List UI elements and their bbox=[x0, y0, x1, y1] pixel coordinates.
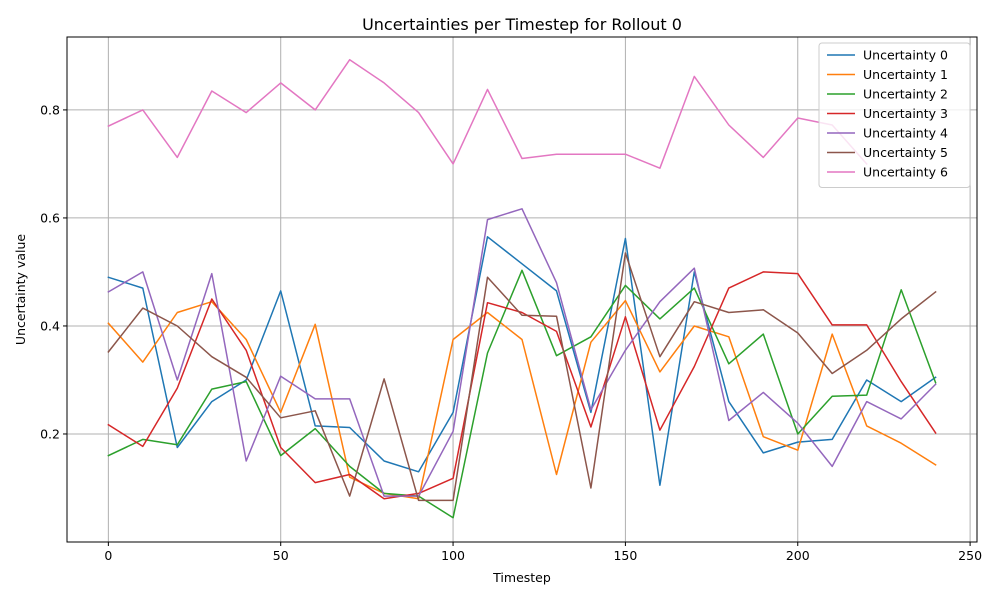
y-tick-label: 0.4 bbox=[40, 318, 60, 333]
x-axis-label: Timestep bbox=[492, 570, 551, 585]
legend-label: Uncertainty 6 bbox=[863, 165, 948, 180]
legend-label: Uncertainty 4 bbox=[863, 126, 948, 141]
legend-label: Uncertainty 0 bbox=[863, 48, 948, 63]
legend-label: Uncertainty 1 bbox=[863, 67, 948, 82]
legend-label: Uncertainty 5 bbox=[863, 145, 948, 160]
x-tick-label: 250 bbox=[958, 548, 982, 563]
legend: Uncertainty 0 Uncertainty 1 Uncertainty 2 U… bbox=[818, 42, 971, 188]
series-line-3 bbox=[107, 271, 937, 500]
y-tick-label: 0.8 bbox=[40, 102, 60, 117]
series-line-0 bbox=[107, 236, 937, 487]
legend-label: Uncertainty 3 bbox=[863, 106, 948, 121]
y-axis-label: Uncertainty value bbox=[13, 234, 28, 345]
x-tick-label: 0 bbox=[104, 548, 112, 563]
x-tick-label: 150 bbox=[613, 548, 637, 563]
series-line-5 bbox=[107, 252, 937, 502]
legend-label: Uncertainty 2 bbox=[863, 87, 948, 102]
axis-ticks: 0 50 100 150 200 250 0.2 0.4 0.6 0.8 bbox=[40, 102, 982, 563]
x-tick-label: 200 bbox=[786, 548, 810, 563]
y-tick-label: 0.2 bbox=[40, 426, 60, 441]
series-lines bbox=[107, 58, 937, 519]
chart-title: Uncertainties per Timestep for Rollout 0 bbox=[362, 15, 682, 34]
series-line-4 bbox=[107, 208, 937, 497]
x-tick-label: 50 bbox=[273, 548, 289, 563]
y-tick-label: 0.6 bbox=[40, 210, 60, 225]
plot-frame bbox=[66, 36, 978, 543]
legend-box bbox=[818, 42, 971, 188]
series-line-1 bbox=[107, 299, 937, 500]
series-line-2 bbox=[107, 269, 937, 519]
x-tick-label: 100 bbox=[441, 548, 465, 563]
series-line-6 bbox=[107, 58, 868, 169]
